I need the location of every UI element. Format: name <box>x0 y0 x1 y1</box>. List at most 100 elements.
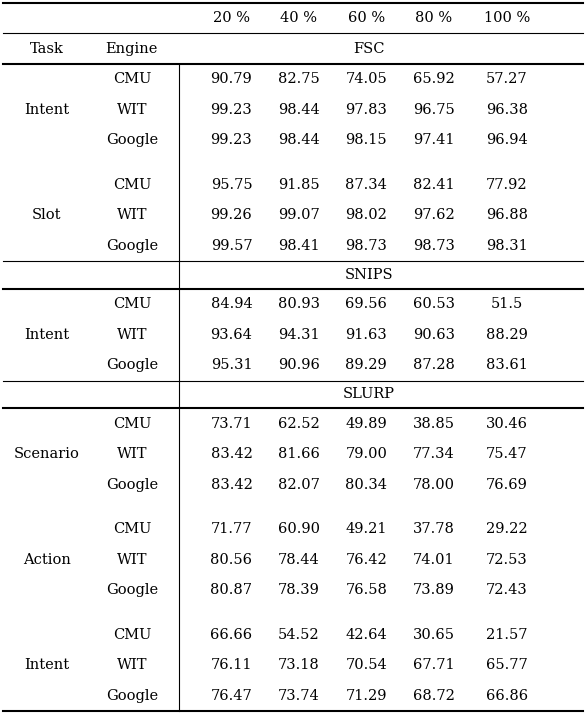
Text: 83.42: 83.42 <box>210 478 253 492</box>
Text: 96.94: 96.94 <box>486 133 528 147</box>
Text: 54.52: 54.52 <box>278 628 320 642</box>
Text: 99.23: 99.23 <box>210 133 253 147</box>
Text: 73.71: 73.71 <box>210 417 253 430</box>
Text: 68.72: 68.72 <box>413 689 455 703</box>
Text: 87.34: 87.34 <box>345 178 387 192</box>
Text: 76.47: 76.47 <box>210 689 253 703</box>
Text: Action: Action <box>23 553 71 567</box>
Text: Intent: Intent <box>24 102 70 117</box>
Text: 93.64: 93.64 <box>210 328 253 342</box>
Text: CMU: CMU <box>113 297 151 311</box>
Text: 49.21: 49.21 <box>346 522 387 536</box>
Text: 42.64: 42.64 <box>345 628 387 642</box>
Text: 71.29: 71.29 <box>346 689 387 703</box>
Text: 76.58: 76.58 <box>345 584 387 597</box>
Text: 77.34: 77.34 <box>413 448 455 461</box>
Text: 99.26: 99.26 <box>210 208 253 222</box>
Text: WIT: WIT <box>117 658 147 672</box>
Text: 97.83: 97.83 <box>345 102 387 117</box>
Text: 98.73: 98.73 <box>413 239 455 253</box>
Text: 98.41: 98.41 <box>278 239 320 253</box>
Text: FSC: FSC <box>353 42 385 56</box>
Text: 69.56: 69.56 <box>345 297 387 311</box>
Text: 78.00: 78.00 <box>413 478 455 492</box>
Text: 65.92: 65.92 <box>413 72 455 86</box>
Text: 60.53: 60.53 <box>413 297 455 311</box>
Text: 72.43: 72.43 <box>486 584 528 597</box>
Text: Google: Google <box>106 584 158 597</box>
Text: 57.27: 57.27 <box>486 72 528 86</box>
Text: 78.44: 78.44 <box>278 553 320 567</box>
Text: 73.18: 73.18 <box>278 658 320 672</box>
Text: 95.75: 95.75 <box>210 178 253 192</box>
Text: CMU: CMU <box>113 72 151 86</box>
Text: WIT: WIT <box>117 328 147 342</box>
Text: 84.94: 84.94 <box>210 297 253 311</box>
Text: Google: Google <box>106 239 158 253</box>
Text: 21.57: 21.57 <box>486 628 527 642</box>
Text: 79.00: 79.00 <box>345 448 387 461</box>
Text: CMU: CMU <box>113 417 151 430</box>
Text: 98.73: 98.73 <box>345 239 387 253</box>
Text: 66.66: 66.66 <box>210 628 253 642</box>
Text: 98.02: 98.02 <box>345 208 387 222</box>
Text: CMU: CMU <box>113 522 151 536</box>
Text: 74.01: 74.01 <box>413 553 455 567</box>
Text: 30.46: 30.46 <box>486 417 528 430</box>
Text: 70.54: 70.54 <box>345 658 387 672</box>
Text: 88.29: 88.29 <box>486 328 528 342</box>
Text: Google: Google <box>106 133 158 147</box>
Text: 80.93: 80.93 <box>278 297 320 311</box>
Text: WIT: WIT <box>117 208 147 222</box>
Text: CMU: CMU <box>113 178 151 192</box>
Text: 62.52: 62.52 <box>278 417 320 430</box>
Text: SNIPS: SNIPS <box>345 268 393 282</box>
Text: 38.85: 38.85 <box>413 417 455 430</box>
Text: 82.75: 82.75 <box>278 72 320 86</box>
Text: WIT: WIT <box>117 553 147 567</box>
Text: 71.77: 71.77 <box>211 522 252 536</box>
Text: 96.38: 96.38 <box>486 102 528 117</box>
Text: 80 %: 80 % <box>415 11 452 25</box>
Text: 67.71: 67.71 <box>413 658 455 672</box>
Text: 96.88: 96.88 <box>486 208 528 222</box>
Text: Scenario: Scenario <box>14 448 80 461</box>
Text: 60.90: 60.90 <box>278 522 320 536</box>
Text: 95.31: 95.31 <box>210 358 253 372</box>
Text: Task: Task <box>30 42 64 56</box>
Text: 91.85: 91.85 <box>278 178 320 192</box>
Text: 98.31: 98.31 <box>486 239 528 253</box>
Text: SLURP: SLURP <box>343 387 395 402</box>
Text: 40 %: 40 % <box>280 11 318 25</box>
Text: 91.63: 91.63 <box>345 328 387 342</box>
Text: 90.79: 90.79 <box>210 72 253 86</box>
Text: 74.05: 74.05 <box>345 72 387 86</box>
Text: Intent: Intent <box>24 328 70 342</box>
Text: 77.92: 77.92 <box>486 178 528 192</box>
Text: 90.96: 90.96 <box>278 358 320 372</box>
Text: Google: Google <box>106 478 158 492</box>
Text: 99.23: 99.23 <box>210 102 253 117</box>
Text: CMU: CMU <box>113 628 151 642</box>
Text: 99.07: 99.07 <box>278 208 320 222</box>
Text: Google: Google <box>106 358 158 372</box>
Text: WIT: WIT <box>117 448 147 461</box>
Text: 82.07: 82.07 <box>278 478 320 492</box>
Text: 72.53: 72.53 <box>486 553 528 567</box>
Text: 87.28: 87.28 <box>413 358 455 372</box>
Text: 98.15: 98.15 <box>345 133 387 147</box>
Text: Google: Google <box>106 689 158 703</box>
Text: 99.57: 99.57 <box>210 239 253 253</box>
Text: 89.29: 89.29 <box>345 358 387 372</box>
Text: 82.41: 82.41 <box>413 178 455 192</box>
Text: 98.44: 98.44 <box>278 102 320 117</box>
Text: 60 %: 60 % <box>347 11 385 25</box>
Text: 76.11: 76.11 <box>211 658 252 672</box>
Text: 29.22: 29.22 <box>486 522 528 536</box>
Text: 90.63: 90.63 <box>413 328 455 342</box>
Text: 75.47: 75.47 <box>486 448 528 461</box>
Text: 51.5: 51.5 <box>490 297 523 311</box>
Text: 97.41: 97.41 <box>413 133 454 147</box>
Text: WIT: WIT <box>117 102 147 117</box>
Text: 37.78: 37.78 <box>413 522 455 536</box>
